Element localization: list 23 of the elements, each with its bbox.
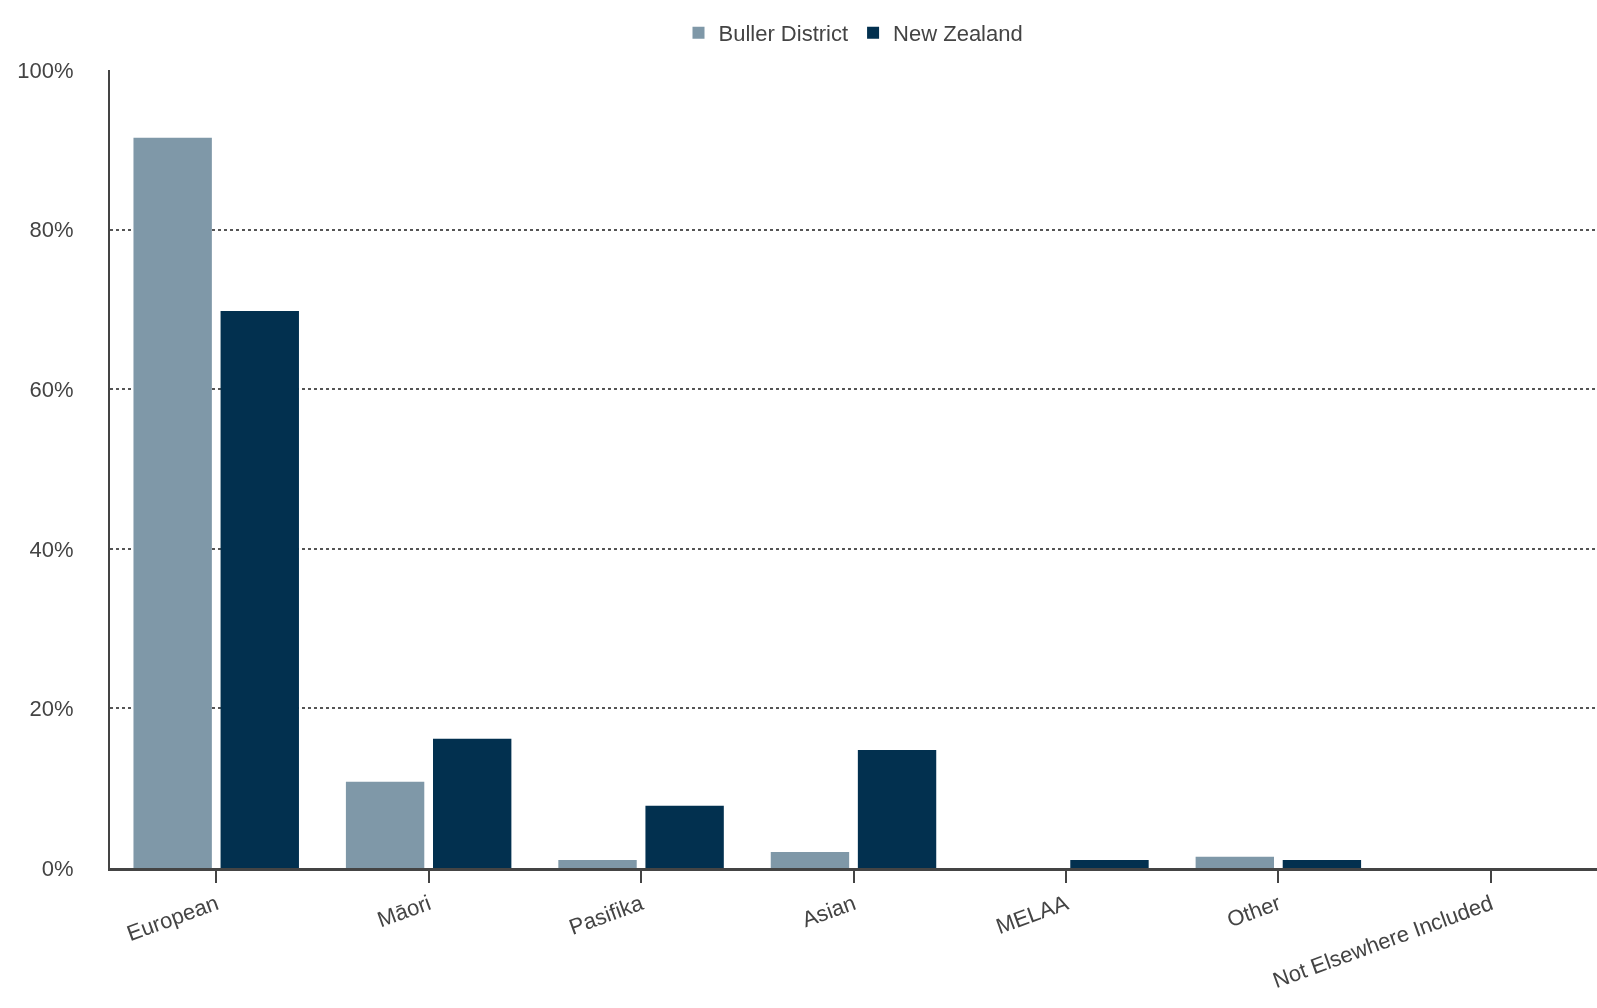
y-tick-label: 20% [29,696,74,722]
bar [133,137,212,868]
bar [220,311,299,868]
x-tick-label: Asian [798,889,859,933]
x-tick-label: Māori [373,889,435,933]
y-tick-label: 100% [17,57,74,83]
x-tick-label: Other [1223,889,1284,933]
y-tick-label: 60% [29,376,74,402]
bar [558,860,637,868]
bar [1195,856,1274,868]
bar [1282,860,1362,868]
y-tick-label: 0% [41,855,74,881]
x-tick-label: Pasifika [565,889,648,940]
bar [770,852,850,868]
y-tick-label: 40% [29,536,74,562]
bar [645,805,724,868]
y-tick-label: 80% [29,217,74,243]
bar [345,781,425,868]
legend-label: New Zealand [893,21,1023,47]
bar [433,738,512,868]
bar [1070,860,1149,868]
legend-label: Buller District [718,21,849,47]
bar [857,749,937,868]
